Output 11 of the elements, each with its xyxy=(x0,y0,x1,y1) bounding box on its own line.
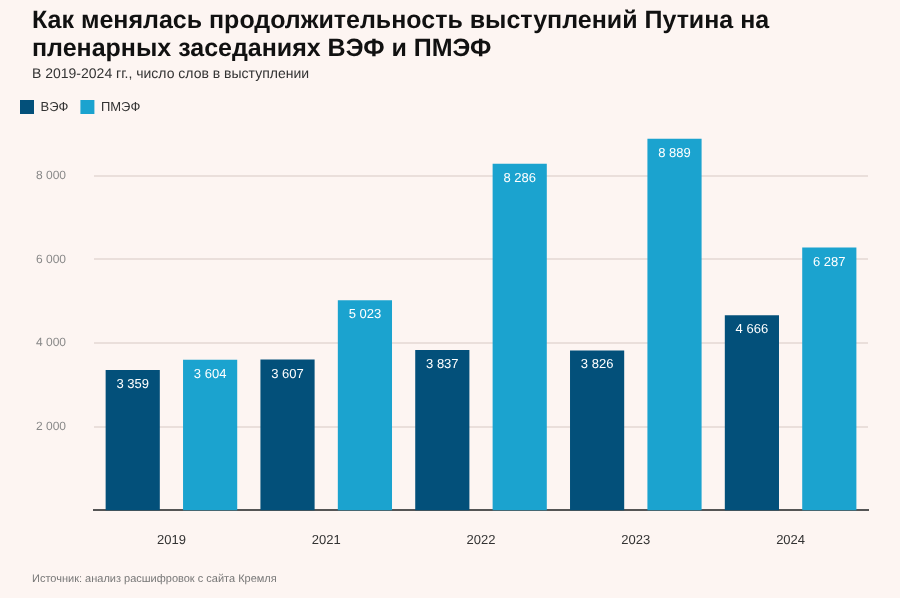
chart-title: Как менялась продолжительность выступлений Путина на пленарных заседаниях ВЭФ и ПМЭФ xyxy=(32,6,772,62)
bar xyxy=(724,315,779,511)
bar xyxy=(570,350,625,511)
bar xyxy=(260,359,315,511)
bar xyxy=(647,138,702,511)
bar xyxy=(415,349,470,511)
bar xyxy=(183,359,238,511)
bar xyxy=(337,300,393,511)
bar xyxy=(492,163,547,511)
bar xyxy=(802,247,857,511)
bar xyxy=(105,369,160,511)
